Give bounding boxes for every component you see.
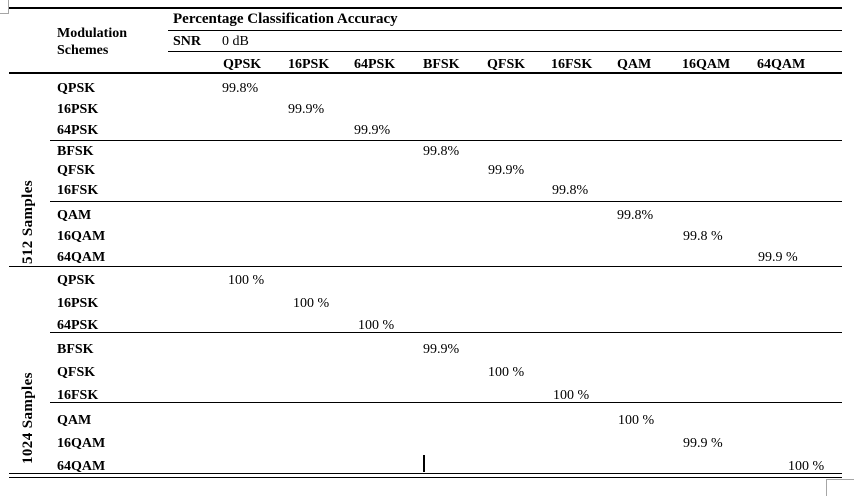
row-label: 64QAM [57, 250, 106, 265]
rule-512-psk-group [50, 139, 842, 141]
rule-under-title [168, 29, 842, 31]
group-label-512-samples: 512 Samples [20, 180, 36, 264]
cell-value: 100 % [553, 388, 590, 403]
cell-value: 99.9 % [758, 250, 798, 265]
rule-header-bottom [9, 72, 842, 74]
col-header-qfsk: QFSK [487, 57, 526, 72]
rule-under-snr [168, 50, 842, 52]
row-header-label: Modulation Schemes [57, 26, 128, 58]
col-header-bfsk: BFSK [423, 57, 460, 72]
row-label: 16PSK [57, 296, 99, 311]
col-header-64psk: 64PSK [354, 57, 396, 72]
rule-512-fsk-group [50, 200, 842, 202]
rule-table-bottom-outer [9, 472, 842, 475]
row-label: 64QAM [57, 459, 106, 474]
cell-value: 99.9% [288, 102, 325, 117]
row-label: QAM [57, 208, 92, 223]
row-label: 64PSK [57, 318, 99, 333]
cell-value: 99.9% [488, 163, 525, 178]
table-title: Percentage Classification Accuracy [173, 11, 398, 27]
col-header-16fsk: 16FSK [551, 57, 593, 72]
rule-1024-psk-group [50, 331, 842, 333]
cell-value: 100 % [788, 459, 825, 474]
col-header-64qam: 64QAM [757, 57, 806, 72]
table-move-handle[interactable] [0, 0, 9, 14]
row-label: 16PSK [57, 102, 99, 117]
row-label: 64PSK [57, 123, 99, 138]
rule-section-divider [9, 265, 842, 268]
cell-value: 99.8% [552, 183, 589, 198]
row-label: 16QAM [57, 229, 106, 244]
cell-value: 100 % [618, 413, 655, 428]
row-label: 16FSK [57, 183, 99, 198]
snr-value: 0 dB [222, 34, 249, 49]
col-header-16qam: 16QAM [682, 57, 731, 72]
cell-value: 99.8% [423, 144, 460, 159]
col-header-qam: QAM [617, 57, 652, 72]
cell-value: 99.9 % [683, 436, 723, 451]
table-resize-handle[interactable] [826, 479, 854, 496]
rule-table-bottom-inner [9, 476, 842, 479]
cell-value: 99.8% [222, 81, 259, 96]
row-label: QPSK [57, 81, 96, 96]
row-label: BFSK [57, 342, 94, 357]
row-label: QFSK [57, 365, 96, 380]
cell-value: 99.8% [617, 208, 654, 223]
rule-table-top [9, 7, 842, 9]
rule-1024-fsk-group [50, 401, 842, 403]
cell-value: 100 % [228, 273, 265, 288]
row-label: 16FSK [57, 388, 99, 403]
row-label: QPSK [57, 273, 96, 288]
cell-value: 99.9% [423, 342, 460, 357]
text-caret [423, 455, 425, 472]
col-header-qpsk: QPSK [223, 57, 262, 72]
cell-value: 100 % [358, 318, 395, 333]
cell-value: 99.8 % [683, 229, 723, 244]
row-label: QFSK [57, 163, 96, 178]
snr-label: SNR [173, 34, 202, 49]
row-label: QAM [57, 413, 92, 428]
group-label-1024-samples: 1024 Samples [20, 372, 36, 464]
row-label: BFSK [57, 144, 94, 159]
cell-value: 100 % [293, 296, 330, 311]
col-header-16psk: 16PSK [288, 57, 330, 72]
cell-value: 99.9% [354, 123, 391, 138]
row-label: 16QAM [57, 436, 106, 451]
cell-value: 100 % [488, 365, 525, 380]
